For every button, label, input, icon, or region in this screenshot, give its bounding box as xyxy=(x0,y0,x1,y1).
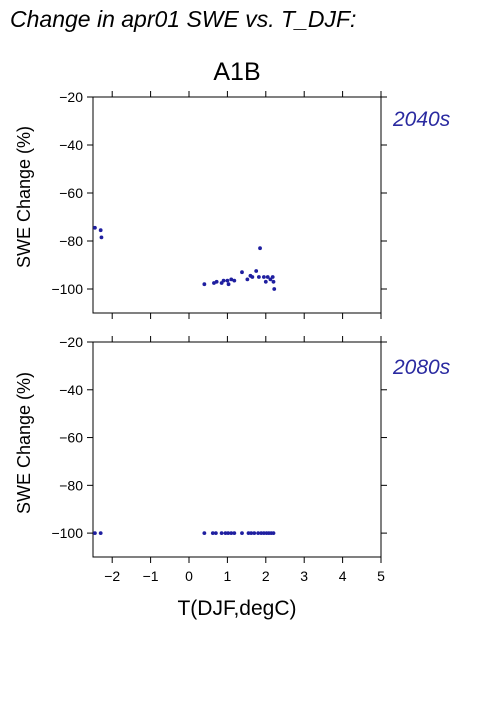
y-tick-label: −60 xyxy=(59,430,83,446)
data-point xyxy=(232,531,237,536)
x-tick-label: 1 xyxy=(224,568,232,584)
data-point xyxy=(268,277,273,282)
x-tick-label: 2 xyxy=(262,568,270,584)
data-point xyxy=(256,275,261,279)
data-point xyxy=(272,287,277,291)
x-tick-label: 0 xyxy=(185,568,193,584)
data-point xyxy=(265,275,270,279)
y-tick-label: −60 xyxy=(59,185,83,201)
y-tick-label: −40 xyxy=(59,382,83,398)
y-tick-label: −20 xyxy=(59,89,83,105)
data-point xyxy=(256,531,261,536)
data-point xyxy=(210,531,215,536)
y-axis-label-2040s: SWE Change (%) xyxy=(14,126,34,268)
data-point xyxy=(93,225,97,230)
y-tick-label: −100 xyxy=(51,525,83,541)
data-point xyxy=(225,278,230,283)
data-point xyxy=(226,282,231,287)
data-point xyxy=(98,531,103,536)
panel-label-2040s: 2040s xyxy=(392,108,451,131)
y-tick-label: −20 xyxy=(59,334,83,350)
y-tick-label: −100 xyxy=(51,281,83,297)
data-point xyxy=(219,531,224,536)
plot-frame xyxy=(92,341,382,558)
data-point xyxy=(202,531,207,536)
data-point xyxy=(213,531,218,536)
data-point xyxy=(245,277,250,282)
plot-frame xyxy=(92,96,382,314)
data-point xyxy=(246,531,251,536)
data-point xyxy=(249,531,254,536)
data-point xyxy=(258,246,262,251)
y-tick-label: −80 xyxy=(59,233,83,249)
data-point xyxy=(232,278,237,283)
data-point xyxy=(250,275,255,279)
scenario-title: A1B xyxy=(213,58,260,86)
data-point xyxy=(229,531,234,536)
x-tick-label: −1 xyxy=(143,568,159,584)
data-point xyxy=(259,531,264,536)
data-point xyxy=(240,531,244,536)
data-point xyxy=(271,279,276,284)
data-point xyxy=(254,269,259,273)
x-tick-label: 3 xyxy=(300,568,308,584)
x-tick-label: 4 xyxy=(339,568,347,584)
y-tick-label: −40 xyxy=(59,137,83,153)
x-tick-label: −2 xyxy=(104,568,120,584)
data-point xyxy=(202,282,207,287)
panel-2040s: 2040s SWE Change (%) −20 −40 −60 −80 −100 xyxy=(14,89,451,319)
data-point xyxy=(99,235,104,240)
data-point xyxy=(261,531,266,536)
y-axis-label-2080s: SWE Change (%) xyxy=(14,372,34,514)
data-point xyxy=(261,275,266,279)
data-point xyxy=(226,531,231,536)
figure-title: Change in apr01 SWE vs. T_DJF: xyxy=(10,6,356,32)
data-point xyxy=(263,279,268,284)
data-point xyxy=(252,531,257,536)
x-tick-label: 5 xyxy=(377,568,385,584)
panel-2080s: 2080s SWE Change (%) −2 −1 0 1 2 3 4 5 −20 −40 −60… xyxy=(14,334,451,584)
data-point xyxy=(271,531,276,536)
data-point xyxy=(93,531,97,536)
data-point xyxy=(223,531,228,536)
panel-label-2080s: 2080s xyxy=(392,356,451,379)
data-point xyxy=(98,228,103,233)
data-point xyxy=(214,279,219,284)
x-axis-label: T(DJF,degC) xyxy=(177,597,296,620)
data-point xyxy=(270,275,275,279)
data-point xyxy=(240,270,244,275)
data-point xyxy=(229,277,234,282)
y-tick-label: −80 xyxy=(59,477,83,493)
data-point xyxy=(221,278,226,283)
